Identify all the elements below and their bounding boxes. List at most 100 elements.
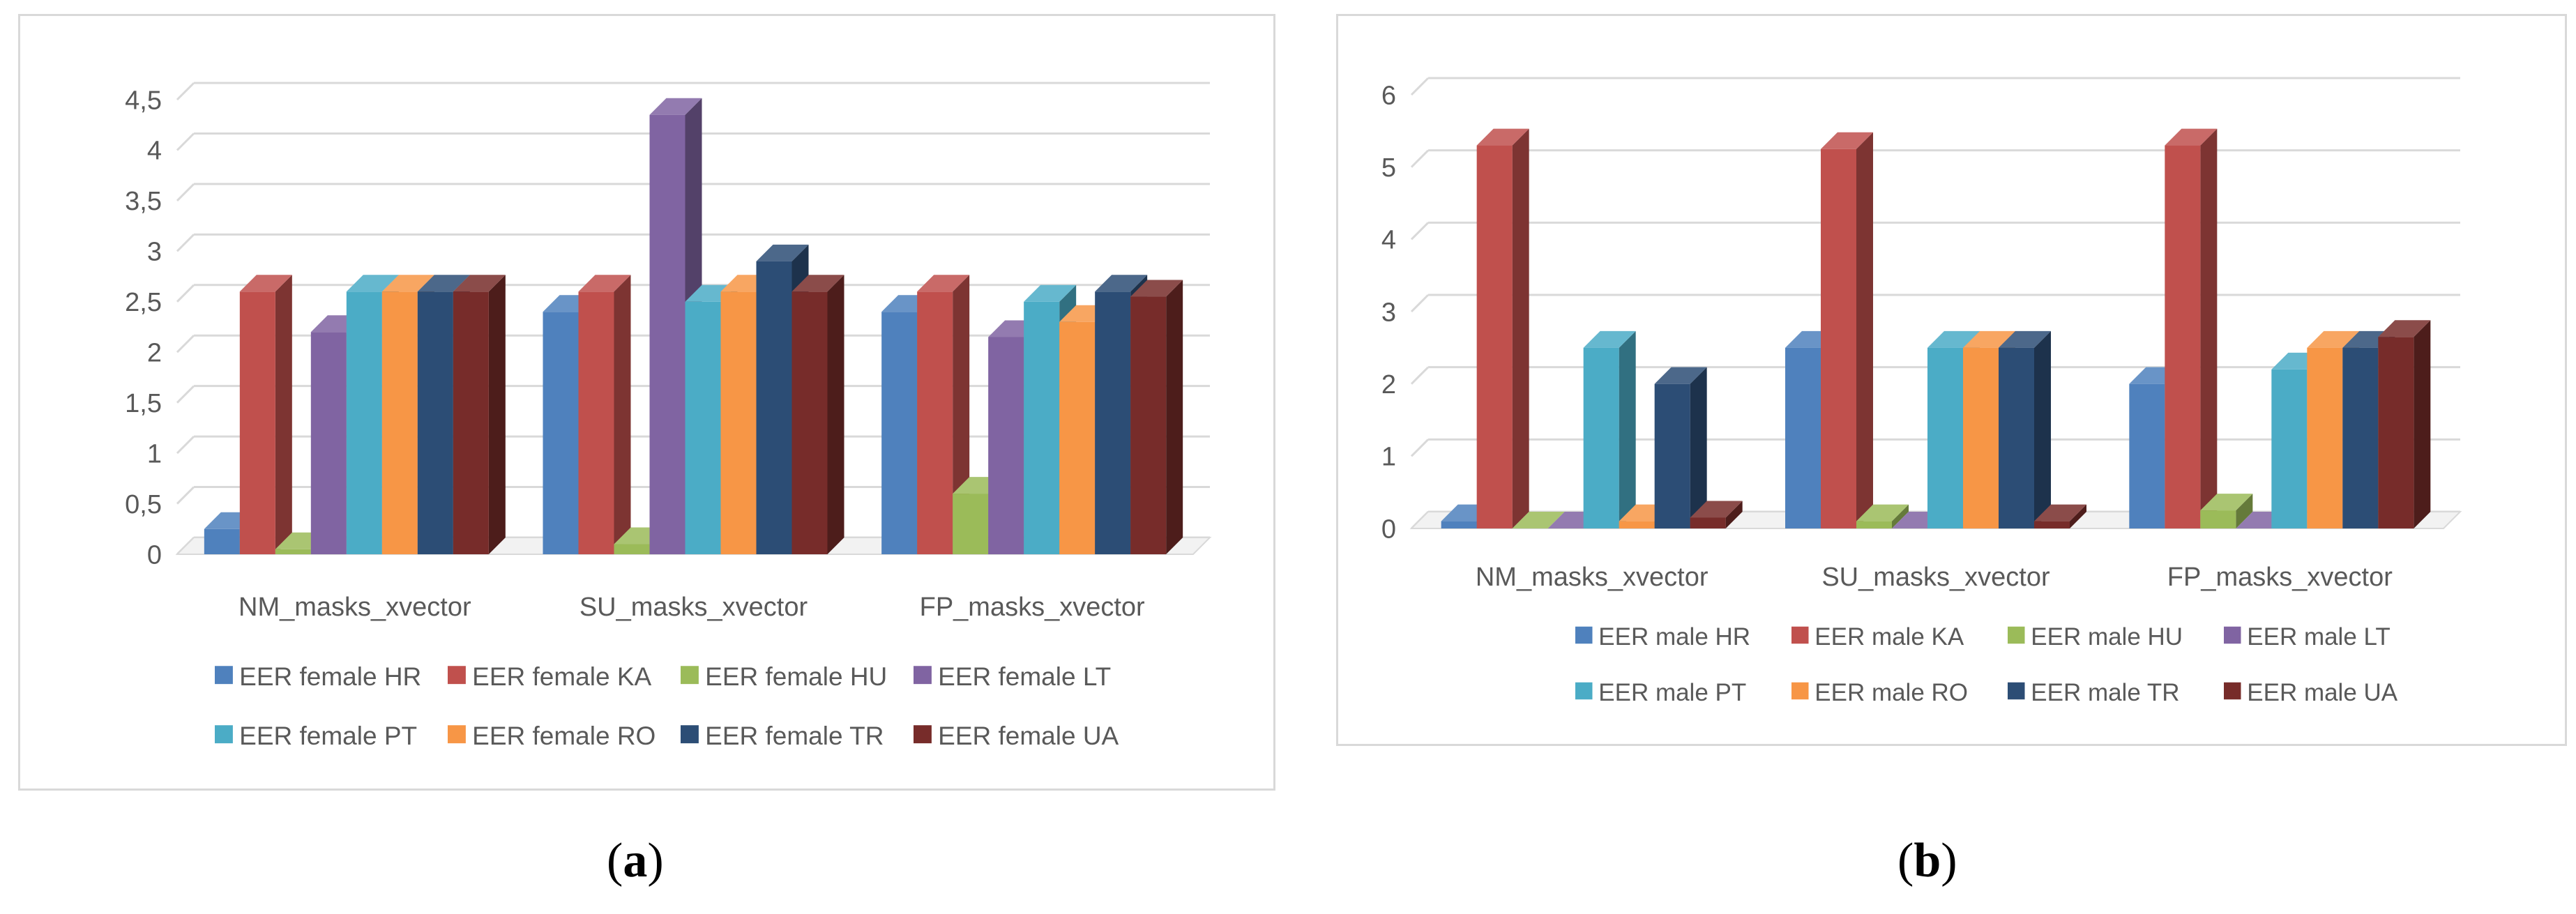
legend-item: EER male RO bbox=[1791, 679, 1968, 706]
legend-item: EER male UA bbox=[2224, 679, 2398, 706]
legend-label: EER female HR bbox=[239, 662, 421, 691]
y-tick-label: 0 bbox=[147, 540, 162, 570]
legend-label: EER female KA bbox=[472, 662, 651, 691]
gridline-side bbox=[1410, 439, 1430, 457]
x-category-label: SU_masks_xvector bbox=[579, 593, 808, 622]
bar-side bbox=[1892, 504, 1909, 528]
y-tick-label: 6 bbox=[1381, 81, 1396, 110]
gridline-side bbox=[1410, 222, 1430, 241]
bar bbox=[791, 275, 844, 554]
legend-item: EER female UA bbox=[914, 722, 1119, 750]
legend-label: EER male KA bbox=[1814, 623, 1964, 650]
bar-side bbox=[2200, 128, 2218, 529]
bar-front bbox=[346, 291, 382, 554]
legend-swatch bbox=[448, 666, 466, 685]
gridline-side bbox=[176, 82, 195, 101]
caption-b: (b) bbox=[1897, 834, 1957, 888]
y-tick-label: 5 bbox=[1381, 153, 1396, 183]
x-category-label: NM_masks_xvector bbox=[238, 593, 471, 622]
bar-front bbox=[1059, 321, 1096, 554]
y-tick-label: 0,5 bbox=[125, 490, 162, 519]
bar-front bbox=[275, 549, 311, 554]
legend-label: EER female HU bbox=[705, 662, 887, 691]
y-tick-label: 4,5 bbox=[125, 86, 162, 115]
y-tick-label: 3 bbox=[1381, 298, 1396, 327]
bar-top bbox=[2034, 504, 2086, 521]
bar-front bbox=[720, 291, 757, 554]
legend-item: EER male HU bbox=[2008, 623, 2183, 650]
legend-label: EER female RO bbox=[472, 722, 656, 750]
bar bbox=[2200, 494, 2253, 528]
y-axis-ticks: 0 1 2 3 4 5 6 bbox=[1381, 81, 1396, 544]
bar bbox=[578, 275, 631, 554]
bar-top bbox=[649, 98, 702, 115]
legend-item: EER female RO bbox=[448, 722, 656, 750]
bar-side bbox=[827, 275, 844, 554]
bar bbox=[1476, 128, 1529, 529]
gridline-side bbox=[176, 284, 195, 303]
y-axis-ticks: 0 0,5 1 1,5 2 2,5 3 3,5 4 4,5 bbox=[125, 86, 162, 570]
bar bbox=[1856, 504, 1909, 528]
legend-label: EER male PT bbox=[1598, 679, 1746, 706]
gridline-side bbox=[176, 436, 195, 455]
y-tick-label: 1,5 bbox=[125, 389, 162, 418]
legend-label: EER male RO bbox=[1814, 679, 1968, 706]
bar-front bbox=[453, 291, 489, 554]
gridline-side bbox=[176, 132, 195, 151]
y-tick-label: 3,5 bbox=[125, 187, 162, 216]
bar-top bbox=[917, 275, 970, 292]
legend-label: EER male UA bbox=[2247, 679, 2398, 706]
legend-item: EER female HU bbox=[681, 662, 887, 691]
legend-label: EER female LT bbox=[938, 662, 1111, 691]
bar-front bbox=[1785, 347, 1821, 528]
chart-panel-a: 0 0,5 1 1,5 2 2,5 3 3,5 4 4,5 NM_masks_xvector SU_m… bbox=[18, 14, 1275, 791]
legend-item: EER female LT bbox=[914, 662, 1111, 691]
legend-label: EER female PT bbox=[239, 722, 417, 750]
bar-side bbox=[1725, 501, 1743, 528]
legend-item: EER male TR bbox=[2008, 679, 2180, 706]
bar-top bbox=[1654, 367, 1707, 384]
legend-swatch bbox=[2008, 682, 2025, 700]
bar-front bbox=[417, 291, 453, 554]
bar-top bbox=[756, 244, 809, 261]
bar-front bbox=[1999, 347, 2034, 528]
legend-swatch bbox=[1791, 682, 1809, 700]
bar-top bbox=[578, 275, 631, 292]
gridline-side bbox=[176, 385, 195, 404]
gridline-side bbox=[1410, 294, 1430, 313]
bar-front bbox=[1927, 347, 1963, 528]
gridline-side bbox=[176, 486, 195, 505]
legend-item: EER female PT bbox=[215, 722, 417, 750]
bar-front bbox=[614, 544, 650, 554]
legend-item: EER male HR bbox=[1575, 623, 1750, 650]
y-tick-label: 3 bbox=[147, 238, 162, 267]
bar bbox=[1654, 367, 1707, 528]
bar-front bbox=[953, 494, 989, 554]
legend-item: EER female HR bbox=[215, 662, 421, 691]
gridline-side bbox=[1410, 77, 1430, 96]
bar-top bbox=[2200, 494, 2253, 511]
bar-front bbox=[2378, 337, 2414, 528]
bar-front bbox=[881, 312, 918, 554]
bar-top bbox=[2307, 330, 2360, 348]
legend-swatch bbox=[215, 725, 233, 744]
legend-swatch bbox=[1791, 626, 1809, 644]
bar-side bbox=[1690, 367, 1707, 528]
bar-front bbox=[685, 301, 721, 554]
legend-swatch bbox=[448, 725, 466, 744]
bar-front bbox=[2307, 347, 2343, 528]
bar-top bbox=[1927, 330, 1980, 348]
bar-top bbox=[1690, 501, 1743, 518]
gridline-side bbox=[1410, 149, 1430, 168]
chart-b: 0 1 2 3 4 5 6 NM_masks_xvector SU_masks_xvector F… bbox=[1381, 77, 2462, 706]
bar-front bbox=[2165, 145, 2201, 529]
legend-swatch bbox=[1575, 682, 1593, 700]
gridline-side bbox=[1410, 366, 1430, 385]
legend-swatch bbox=[2224, 682, 2241, 700]
bar-front bbox=[1654, 383, 1690, 528]
legend-item: EER male LT bbox=[2224, 623, 2391, 650]
bar bbox=[1512, 512, 1565, 528]
bar-front bbox=[917, 291, 953, 554]
bar-front bbox=[1095, 291, 1131, 554]
gridline-side bbox=[176, 234, 195, 252]
